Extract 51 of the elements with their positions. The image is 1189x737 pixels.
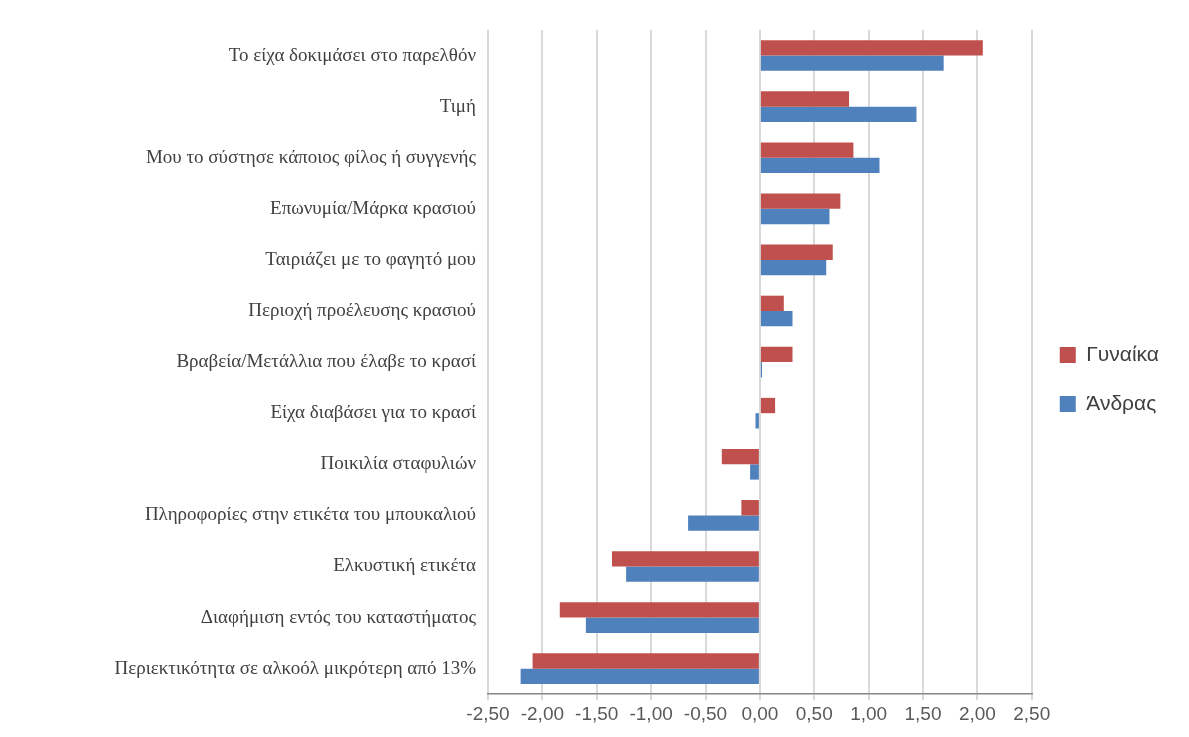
y-tick-label: Βραβεία/Μετάλλια που έλαβε το κρασί bbox=[176, 350, 477, 372]
bar bbox=[760, 40, 983, 56]
x-tick-label: 0,50 bbox=[795, 702, 833, 724]
bar bbox=[585, 617, 759, 633]
y-tick-label: Το είχα δοκιμάσει στο παρελθόν bbox=[228, 43, 477, 65]
bar bbox=[760, 106, 917, 122]
bar bbox=[611, 551, 759, 567]
y-tick-label: Πληροφορίες στην ετικέτα του μπουκαλιού bbox=[144, 503, 476, 525]
y-tick-label: Τιμή bbox=[439, 94, 476, 116]
bar bbox=[760, 91, 850, 107]
x-tick-label: 0,00 bbox=[741, 702, 779, 724]
x-tick-label: 2,50 bbox=[1013, 702, 1051, 724]
x-tick-label: -1,00 bbox=[629, 702, 673, 724]
x-tick-label: -2,50 bbox=[466, 702, 510, 724]
y-tick-label: Είχα διαβάσει για το κρασί bbox=[270, 401, 477, 423]
x-tick-label: 1,50 bbox=[904, 702, 942, 724]
x-tick-label: 2,00 bbox=[958, 702, 996, 724]
bar bbox=[760, 208, 830, 225]
y-tick-label: Περιεκτικότητα σε αλκοόλ μικρότερη από 13% bbox=[114, 656, 477, 678]
y-tick-label: Μου το σύστησε κάποιος φίλος ή συγγενής bbox=[145, 145, 477, 167]
bar bbox=[760, 346, 793, 363]
bar bbox=[755, 413, 759, 429]
bar bbox=[520, 668, 759, 684]
bar bbox=[750, 464, 759, 480]
y-tick-label: Ελκυστική ετικέτα bbox=[333, 554, 477, 576]
bar bbox=[721, 448, 759, 465]
bar bbox=[760, 157, 880, 174]
bar bbox=[760, 193, 841, 209]
bar bbox=[760, 295, 784, 312]
bar bbox=[760, 259, 827, 276]
bar bbox=[760, 55, 944, 71]
bar bbox=[626, 566, 759, 582]
x-tick-label: -0,50 bbox=[683, 702, 728, 724]
x-tick-label: -1,50 bbox=[575, 702, 619, 724]
legend-label: Άνδρας bbox=[1086, 390, 1157, 414]
y-tick-label: Περιοχή προέλευσης κρασιού bbox=[248, 298, 476, 320]
y-tick-label: Ποικιλία σταφυλιών bbox=[320, 452, 477, 474]
bar bbox=[532, 653, 759, 669]
legend-label: Γυναίκα bbox=[1086, 341, 1160, 365]
y-tick-label: Διαφήμιση εντός του καταστήματος bbox=[200, 605, 477, 627]
bar bbox=[741, 500, 759, 516]
bar bbox=[760, 142, 854, 158]
bar bbox=[760, 244, 833, 260]
x-tick-label: 1,00 bbox=[850, 702, 888, 724]
y-tick-label: Ταιριάζει με το φαγητό μου bbox=[265, 247, 476, 269]
y-tick-label: Επωνυμία/Μάρκα κρασιού bbox=[270, 196, 476, 218]
bar bbox=[688, 515, 759, 531]
x-tick-label: -2,00 bbox=[520, 702, 565, 724]
bar bbox=[559, 602, 759, 618]
bar bbox=[760, 397, 776, 414]
bar bbox=[760, 311, 793, 327]
